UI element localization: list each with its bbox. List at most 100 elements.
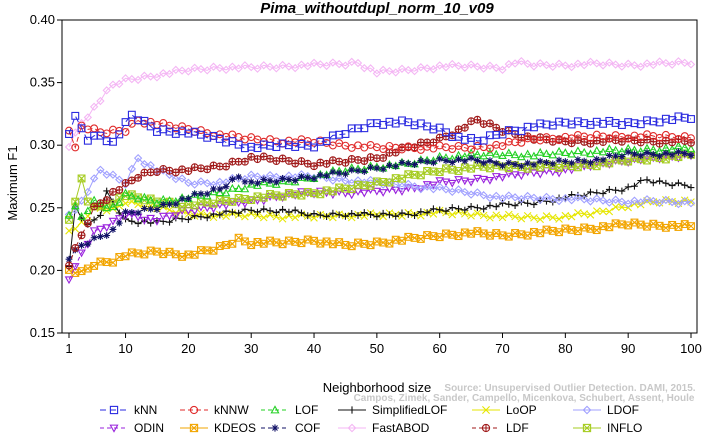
series-point	[580, 195, 589, 204]
legend-item-odin: ODIN	[100, 421, 164, 434]
series-point	[517, 172, 526, 181]
series-point	[649, 60, 658, 70]
legend-label: COF	[295, 421, 320, 434]
legend-label: LOF	[295, 403, 318, 417]
legend-item-ldf: LDF	[472, 421, 529, 434]
legend-label: KDEOS	[214, 421, 256, 434]
series-point	[548, 194, 557, 204]
series-point	[643, 149, 651, 157]
series-point	[342, 170, 349, 178]
series-point	[536, 59, 545, 68]
series-point	[172, 200, 180, 208]
series-point	[222, 212, 230, 221]
series-point	[561, 193, 570, 203]
series-point	[580, 61, 589, 70]
series-point	[429, 184, 438, 194]
series-point	[209, 161, 218, 170]
series-point	[196, 203, 206, 212]
series-point	[146, 195, 156, 204]
series-point	[90, 202, 99, 211]
series-point	[398, 145, 406, 154]
series-point	[71, 128, 80, 137]
series-point	[109, 226, 117, 233]
series-point	[115, 219, 123, 227]
series-point	[197, 190, 205, 198]
series-point	[266, 177, 274, 185]
series-point	[379, 209, 387, 217]
legend-item-simplifiedlof: SimplifiedLOF	[338, 403, 447, 417]
series-point	[240, 157, 249, 166]
series-point	[680, 197, 689, 206]
series-point	[360, 168, 368, 175]
series-point	[605, 134, 614, 143]
series-point	[166, 200, 173, 208]
series-point	[378, 189, 388, 197]
series-point	[543, 159, 550, 166]
series-point	[379, 154, 388, 162]
series-point	[71, 243, 80, 252]
series-point	[89, 102, 99, 111]
series-point	[612, 152, 620, 160]
series-point	[542, 192, 551, 202]
series-point	[77, 212, 86, 220]
series-point	[617, 197, 627, 206]
series-point	[636, 62, 645, 72]
series-point	[592, 207, 601, 215]
series-point	[247, 206, 255, 214]
series-point	[592, 194, 601, 203]
series-point	[177, 66, 187, 75]
series-point	[272, 64, 281, 73]
series-point	[687, 184, 695, 191]
series-point	[416, 63, 426, 72]
series-point	[134, 173, 143, 182]
series-point	[152, 198, 162, 207]
series-point	[587, 159, 594, 167]
series-point	[473, 157, 481, 164]
series-point	[479, 151, 489, 160]
series-point	[536, 136, 545, 145]
series-point	[334, 188, 344, 196]
series-point	[517, 127, 526, 136]
series-point	[203, 190, 211, 198]
axes: 1 10 20 30 40 50 60 70 80 90 100 0.15 0.20 0.25 0.30 0.…	[30, 12, 702, 356]
series-point	[448, 187, 457, 197]
series-point	[498, 151, 507, 160]
series-point	[310, 214, 318, 222]
series-point	[360, 63, 369, 73]
series-point	[467, 154, 475, 162]
series-point	[492, 203, 500, 211]
series-point	[103, 232, 111, 239]
series-point	[624, 134, 633, 143]
series-point	[649, 196, 658, 206]
series-point	[272, 178, 280, 186]
series-point	[397, 64, 407, 73]
series-point	[278, 174, 287, 183]
series-point	[567, 196, 576, 205]
series-point	[686, 199, 696, 208]
series-point	[599, 156, 607, 164]
series-point	[391, 180, 400, 189]
series-point	[473, 174, 482, 183]
series-point	[221, 188, 231, 197]
series-point	[366, 181, 375, 190]
series-point	[260, 205, 268, 213]
series-point	[146, 122, 155, 131]
series-point	[310, 175, 318, 183]
series-point	[128, 217, 136, 225]
series-point	[473, 209, 482, 217]
series-point	[102, 196, 111, 204]
series-point	[152, 73, 162, 82]
series-point	[209, 246, 218, 255]
series-point	[196, 164, 205, 173]
series-point	[279, 175, 287, 182]
series-point	[341, 189, 350, 198]
series-point	[631, 182, 638, 190]
series-point	[265, 62, 275, 72]
series-point	[624, 148, 632, 156]
series-point	[398, 174, 406, 183]
series-point	[491, 149, 501, 158]
series-point	[322, 61, 331, 71]
series-point	[455, 155, 462, 163]
series-point	[235, 173, 243, 181]
series-point	[221, 202, 231, 210]
